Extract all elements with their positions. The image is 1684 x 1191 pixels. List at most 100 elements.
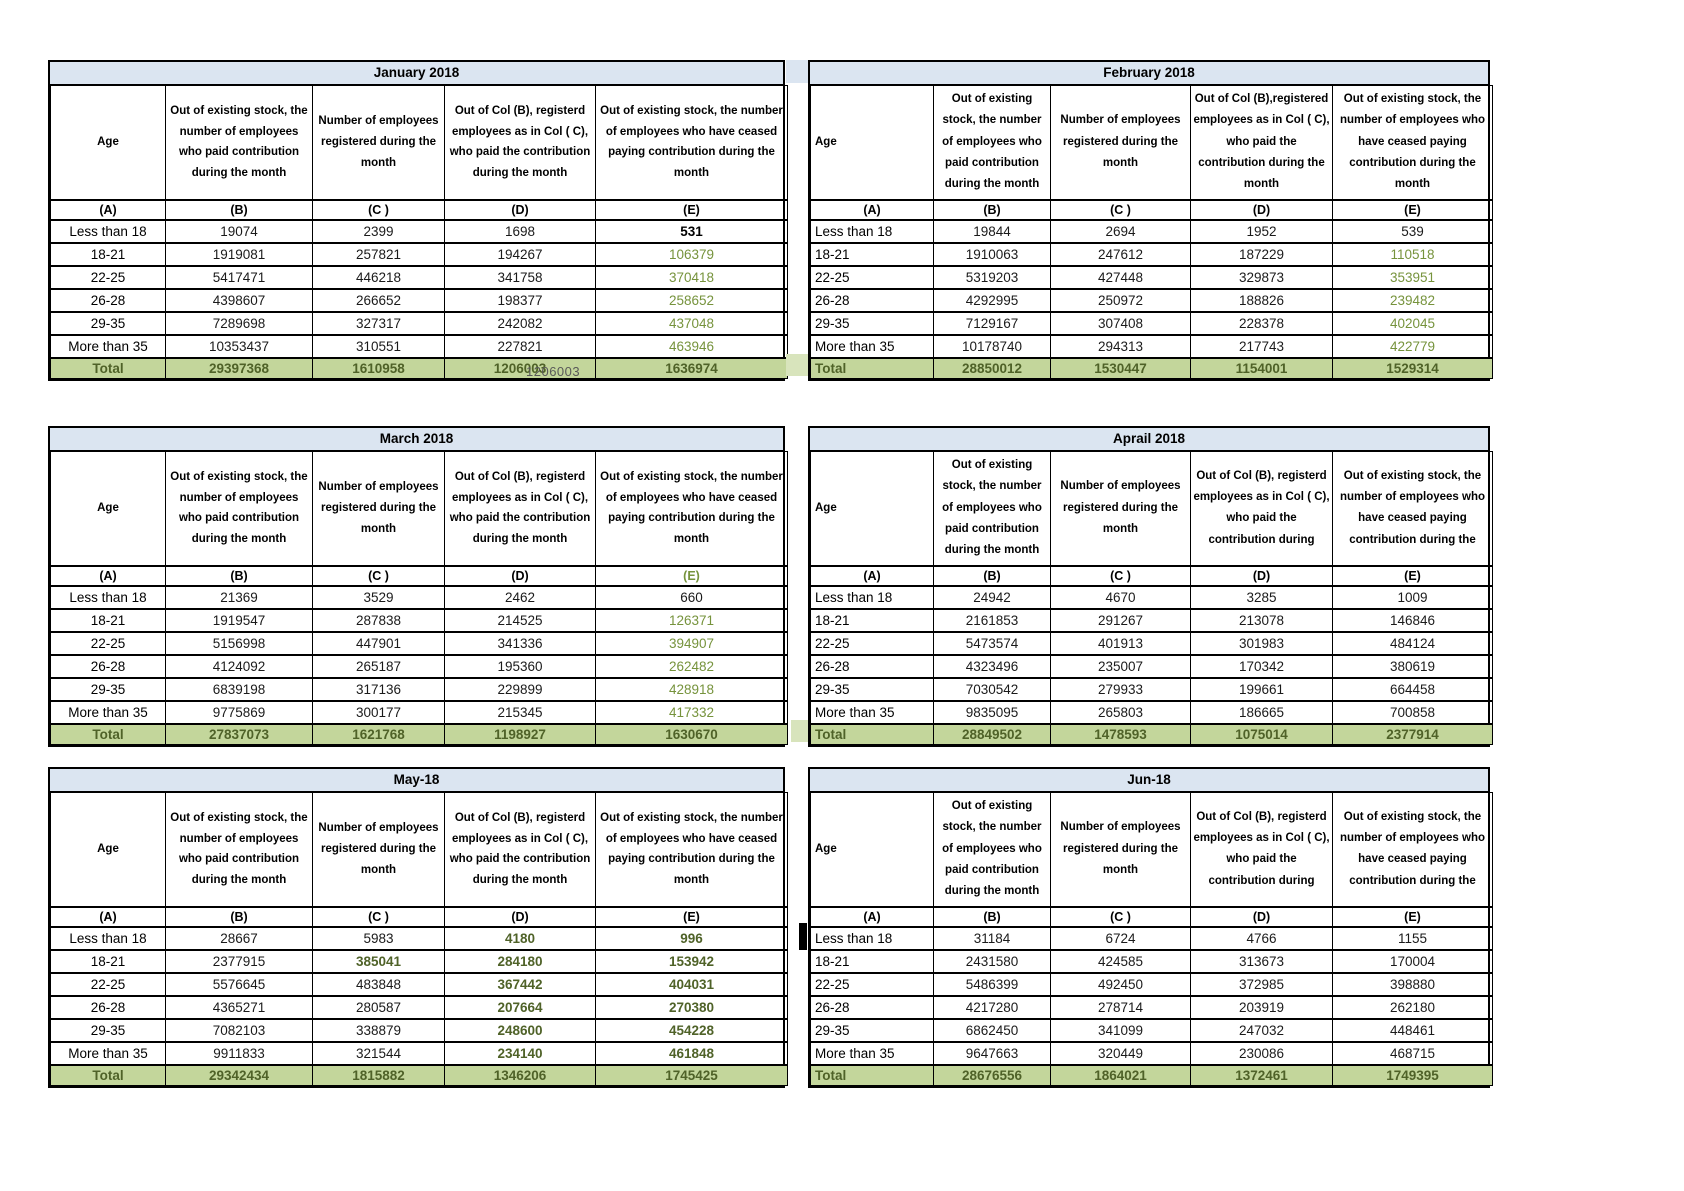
col-label-e: (E) [595, 905, 788, 928]
table-row: 18-21 2161853 291267 213078 146846 [810, 607, 1493, 632]
table-row: 18-21 2377915 385041 284180 153942 [50, 948, 788, 973]
value-cell: 424585 [1050, 948, 1191, 973]
table-title: May-18 [50, 769, 783, 792]
total-value-cell: 1630670 [595, 722, 788, 745]
value-cell: 3529 [312, 584, 445, 609]
table-row: 29-35 7030542 279933 199661 664458 [810, 676, 1493, 701]
value-cell: 266652 [312, 287, 445, 312]
table-row: 22-25 5576645 483848 367442 404031 [50, 971, 788, 996]
value-cell: 106379 [595, 241, 788, 266]
value-cell: 5983 [312, 925, 445, 950]
data-table: Age Out of existing stock, the number of … [810, 451, 1493, 745]
value-cell: 257821 [312, 241, 445, 266]
value-cell: 446218 [312, 264, 445, 289]
value-cell: 153942 [595, 948, 788, 973]
total-value-cell: 1075014 [1190, 722, 1333, 745]
table-row: Less than 18 24942 4670 3285 1009 [810, 584, 1493, 609]
data-table: Age Out of existing stock, the number of … [50, 85, 788, 379]
value-cell: 422779 [1332, 333, 1493, 358]
value-cell: 186665 [1190, 699, 1333, 724]
value-cell: 9775869 [165, 699, 313, 724]
value-cell: 4323496 [933, 653, 1051, 678]
value-cell: 463946 [595, 333, 788, 358]
table-row: More than 35 9775869 300177 215345 417332 [50, 699, 788, 724]
col-label-d: (D) [1190, 905, 1333, 928]
value-cell: 291267 [1050, 607, 1191, 632]
value-cell: 214525 [444, 607, 596, 632]
table-row: 29-35 7129167 307408 228378 402045 [810, 310, 1493, 335]
col-label-row: (A) (B) (C ) (D) (E) [50, 564, 788, 587]
value-cell: 483848 [312, 971, 445, 996]
total-value-cell: 1154001 [1190, 356, 1333, 379]
value-cell: 372985 [1190, 971, 1333, 996]
value-cell: 4124092 [165, 653, 313, 678]
table-row: 29-35 7289698 327317 242082 437048 [50, 310, 788, 335]
total-value-cell: 1372461 [1190, 1063, 1333, 1086]
value-cell: 6862450 [933, 1017, 1051, 1042]
age-cell: More than 35 [50, 333, 166, 358]
header-row: Age Out of existing stock, the number of … [50, 792, 788, 907]
header-cell-b: Out of existing stock, the number of emp… [165, 451, 313, 566]
header-cell-b: Out of existing stock, the number of emp… [165, 85, 313, 200]
total-value-cell: 28676556 [933, 1063, 1051, 1086]
value-cell: 19074 [165, 218, 313, 243]
data-table: Age Out of existing stock, the number of … [50, 792, 788, 1086]
table-row: 22-25 5473574 401913 301983 484124 [810, 630, 1493, 655]
header-cell-d: Out of Col (B),registered employees as i… [1190, 85, 1333, 200]
table-row: More than 35 9911833 321544 234140 461848 [50, 1040, 788, 1065]
header-cell-d: Out of Col (B), registerd employees as i… [1190, 451, 1333, 566]
gap-strip-title-row1 [786, 60, 808, 83]
value-cell: 215345 [444, 699, 596, 724]
header-cell-e: Out of existing stock, the number of emp… [595, 85, 788, 200]
total-value-cell: 1478593 [1050, 722, 1191, 745]
value-cell: 170342 [1190, 653, 1333, 678]
header-cell-e: Out of existing stock, the number of emp… [1332, 85, 1493, 200]
table-row: 26-28 4217280 278714 203919 262180 [810, 994, 1493, 1019]
table-row: 18-21 1919081 257821 194267 106379 [50, 241, 788, 266]
value-cell: 280587 [312, 994, 445, 1019]
col-label-d: (D) [444, 198, 596, 221]
value-cell: 461848 [595, 1040, 788, 1065]
table-row: More than 35 10178740 294313 217743 422779 [810, 333, 1493, 358]
header-cell-age: Age [810, 451, 934, 566]
value-cell: 417332 [595, 699, 788, 724]
age-cell: More than 35 [810, 333, 934, 358]
header-cell-e: Out of existing stock, the number of emp… [595, 451, 788, 566]
total-label: Total [50, 356, 166, 379]
value-cell: 203919 [1190, 994, 1333, 1019]
col-label-row: (A) (B) (C ) (D) (E) [50, 198, 788, 221]
month-table-jun-18: Jun-18 Age Out of existing stock, the numb… [808, 767, 1493, 1088]
table-row: 22-25 5486399 492450 372985 398880 [810, 971, 1493, 996]
table-row: 29-35 6862450 341099 247032 448461 [810, 1017, 1493, 1042]
table-row: 22-25 5156998 447901 341336 394907 [50, 630, 788, 655]
age-cell: 22-25 [50, 264, 166, 289]
age-cell: 22-25 [50, 971, 166, 996]
value-cell: 7129167 [933, 310, 1051, 335]
value-cell: 10178740 [933, 333, 1051, 358]
value-cell: 401913 [1050, 630, 1191, 655]
total-value-cell: 1530447 [1050, 356, 1191, 379]
table-row: 22-25 5417471 446218 341758 370418 [50, 264, 788, 289]
age-cell: 18-21 [810, 607, 934, 632]
value-cell: 199661 [1190, 676, 1333, 701]
value-cell: 198377 [444, 287, 596, 312]
total-row: Total 29397368 1610958 1206003 1636974 [50, 356, 788, 379]
age-cell: 29-35 [50, 310, 166, 335]
value-cell: 31184 [933, 925, 1051, 950]
total-value-cell: 29397368 [165, 356, 313, 379]
value-cell: 341758 [444, 264, 596, 289]
table-row: More than 35 9647663 320449 230086 468715 [810, 1040, 1493, 1065]
value-cell: 3285 [1190, 584, 1333, 609]
value-cell: 531 [595, 218, 788, 243]
header-cell-age: Age [810, 792, 934, 907]
age-cell: More than 35 [50, 699, 166, 724]
value-cell: 188826 [1190, 287, 1333, 312]
total-row: Total 28676556 1864021 1372461 1749395 [810, 1063, 1493, 1086]
col-label-c: (C ) [1050, 905, 1191, 928]
header-cell-c: Number of employees registered during th… [312, 451, 445, 566]
total-value-cell: 1745425 [595, 1063, 788, 1086]
value-cell: 170004 [1332, 948, 1493, 973]
value-cell: 2377915 [165, 948, 313, 973]
total-value-cell: 28850012 [933, 356, 1051, 379]
col-label-e: (E) [595, 564, 788, 587]
